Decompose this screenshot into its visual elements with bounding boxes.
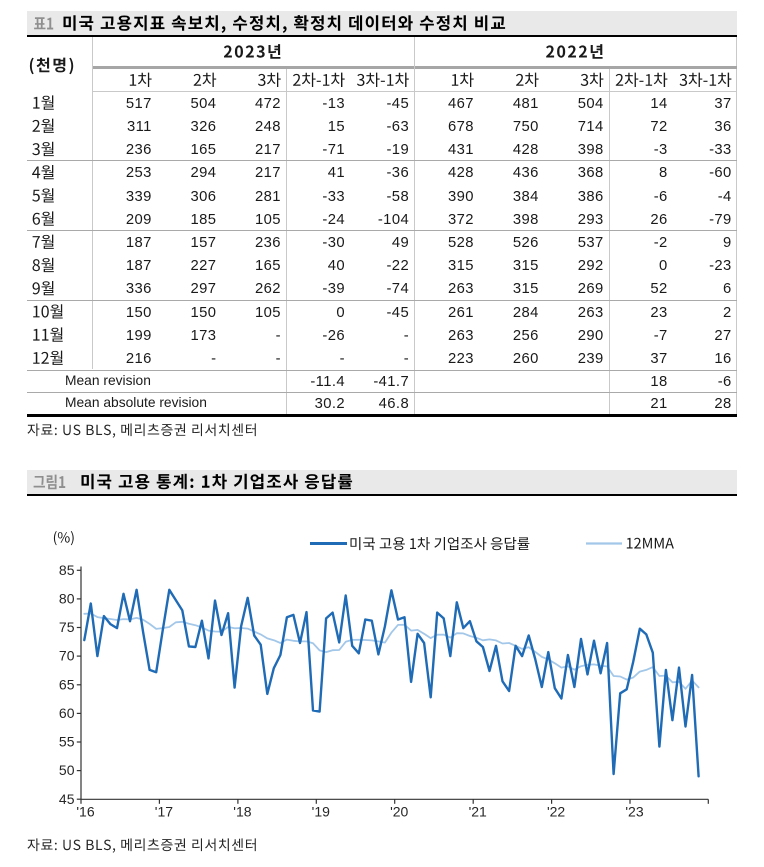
svg-text:55: 55 [59, 734, 75, 750]
svg-text:65: 65 [59, 676, 75, 692]
svg-text:'20: '20 [390, 803, 408, 819]
svg-text:'23: '23 [625, 803, 643, 819]
svg-text:70: 70 [59, 648, 75, 664]
svg-text:75: 75 [59, 619, 75, 635]
svg-text:80: 80 [59, 591, 75, 607]
svg-text:60: 60 [59, 705, 75, 721]
svg-text:'17: '17 [155, 803, 173, 819]
svg-text:'18: '18 [233, 803, 251, 819]
svg-text:'16: '16 [76, 803, 94, 819]
svg-text:85: 85 [59, 562, 75, 578]
svg-text:'22: '22 [547, 803, 565, 819]
svg-text:'19: '19 [312, 803, 330, 819]
svg-text:50: 50 [59, 762, 75, 778]
svg-text:'21: '21 [469, 803, 487, 819]
svg-text:45: 45 [59, 791, 75, 807]
